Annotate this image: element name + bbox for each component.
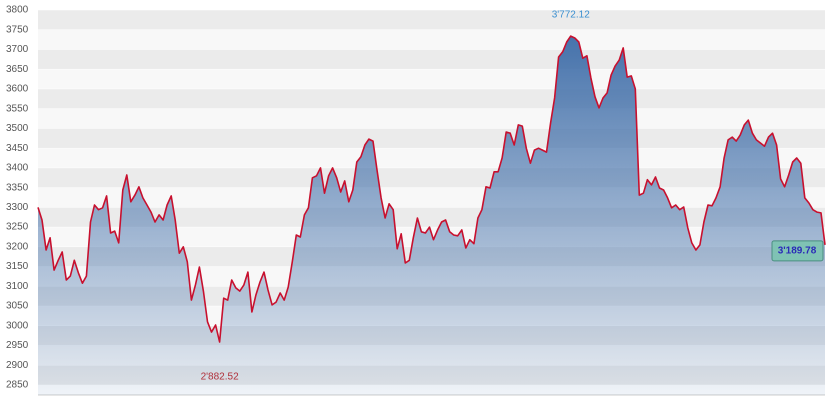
y-tick-label: 3700 <box>6 44 29 55</box>
last-label: 3'189.78 <box>778 246 817 257</box>
grid-band <box>38 49 825 70</box>
y-tick-label: 2950 <box>6 340 29 351</box>
y-tick-label: 3200 <box>6 241 29 252</box>
y-tick-label: 3450 <box>6 143 29 154</box>
y-tick-label: 3050 <box>6 301 29 312</box>
y-tick-label: 2850 <box>6 380 29 391</box>
y-tick-label: 3650 <box>6 64 29 75</box>
grid-band <box>38 10 825 30</box>
y-tick-label: 3550 <box>6 103 29 114</box>
grid-band <box>38 187 825 208</box>
grid-band <box>38 69 825 89</box>
y-tick-label: 3000 <box>6 320 29 331</box>
grid-band <box>38 148 825 168</box>
line <box>37 35 826 343</box>
max-label: 3'772.12 <box>552 10 590 21</box>
last-label-box <box>771 240 824 262</box>
y-tick-label: 3500 <box>6 123 29 134</box>
y-tick-label: 2900 <box>6 360 29 371</box>
grid-band <box>38 108 825 129</box>
area <box>38 36 825 395</box>
grid-band <box>38 29 825 50</box>
y-tick-label: 3750 <box>6 24 29 35</box>
y-tick-label: 3100 <box>6 281 29 292</box>
grid-band <box>38 128 825 149</box>
min-label: 2'882.52 <box>201 372 239 383</box>
y-tick-label: 3400 <box>6 163 29 174</box>
grid-band <box>38 88 825 109</box>
y-tick-label: 3800 <box>6 5 29 16</box>
y-tick-label: 3250 <box>6 222 29 233</box>
y-tick-label: 3600 <box>6 84 29 95</box>
y-tick-label: 3350 <box>6 182 29 193</box>
y-tick-label: 3150 <box>6 261 29 272</box>
y-tick-label: 3300 <box>6 202 29 213</box>
grid-band <box>38 167 825 188</box>
